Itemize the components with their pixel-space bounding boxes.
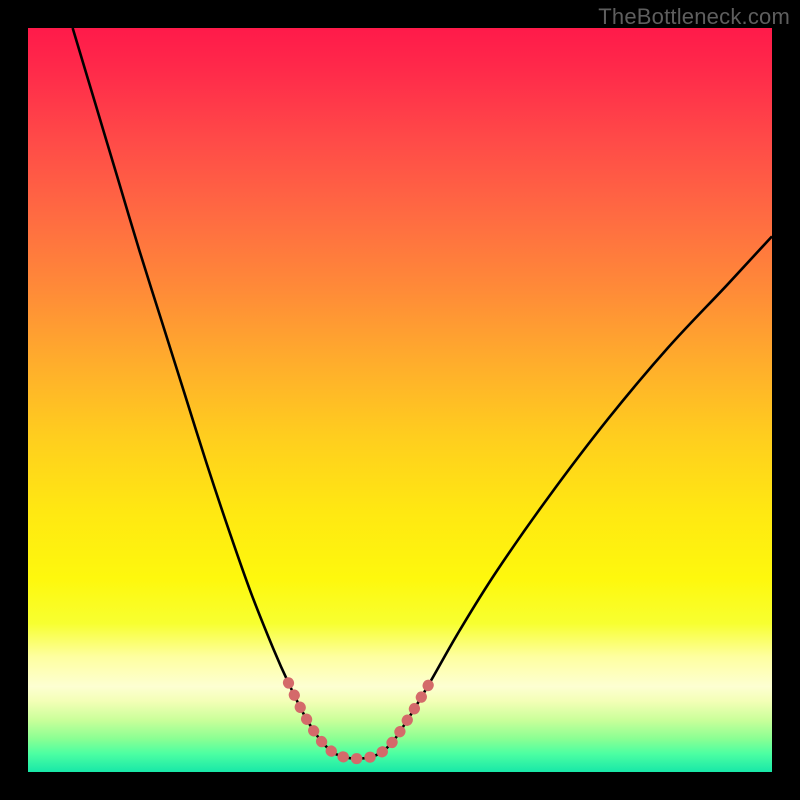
chart-container: TheBottleneck.com: [0, 0, 800, 800]
optimal-range-band: [288, 683, 429, 759]
watermark-label: TheBottleneck.com: [598, 4, 790, 30]
curve-layer: [28, 28, 772, 772]
plot-area: [28, 28, 772, 772]
bottleneck-curve: [73, 28, 772, 759]
